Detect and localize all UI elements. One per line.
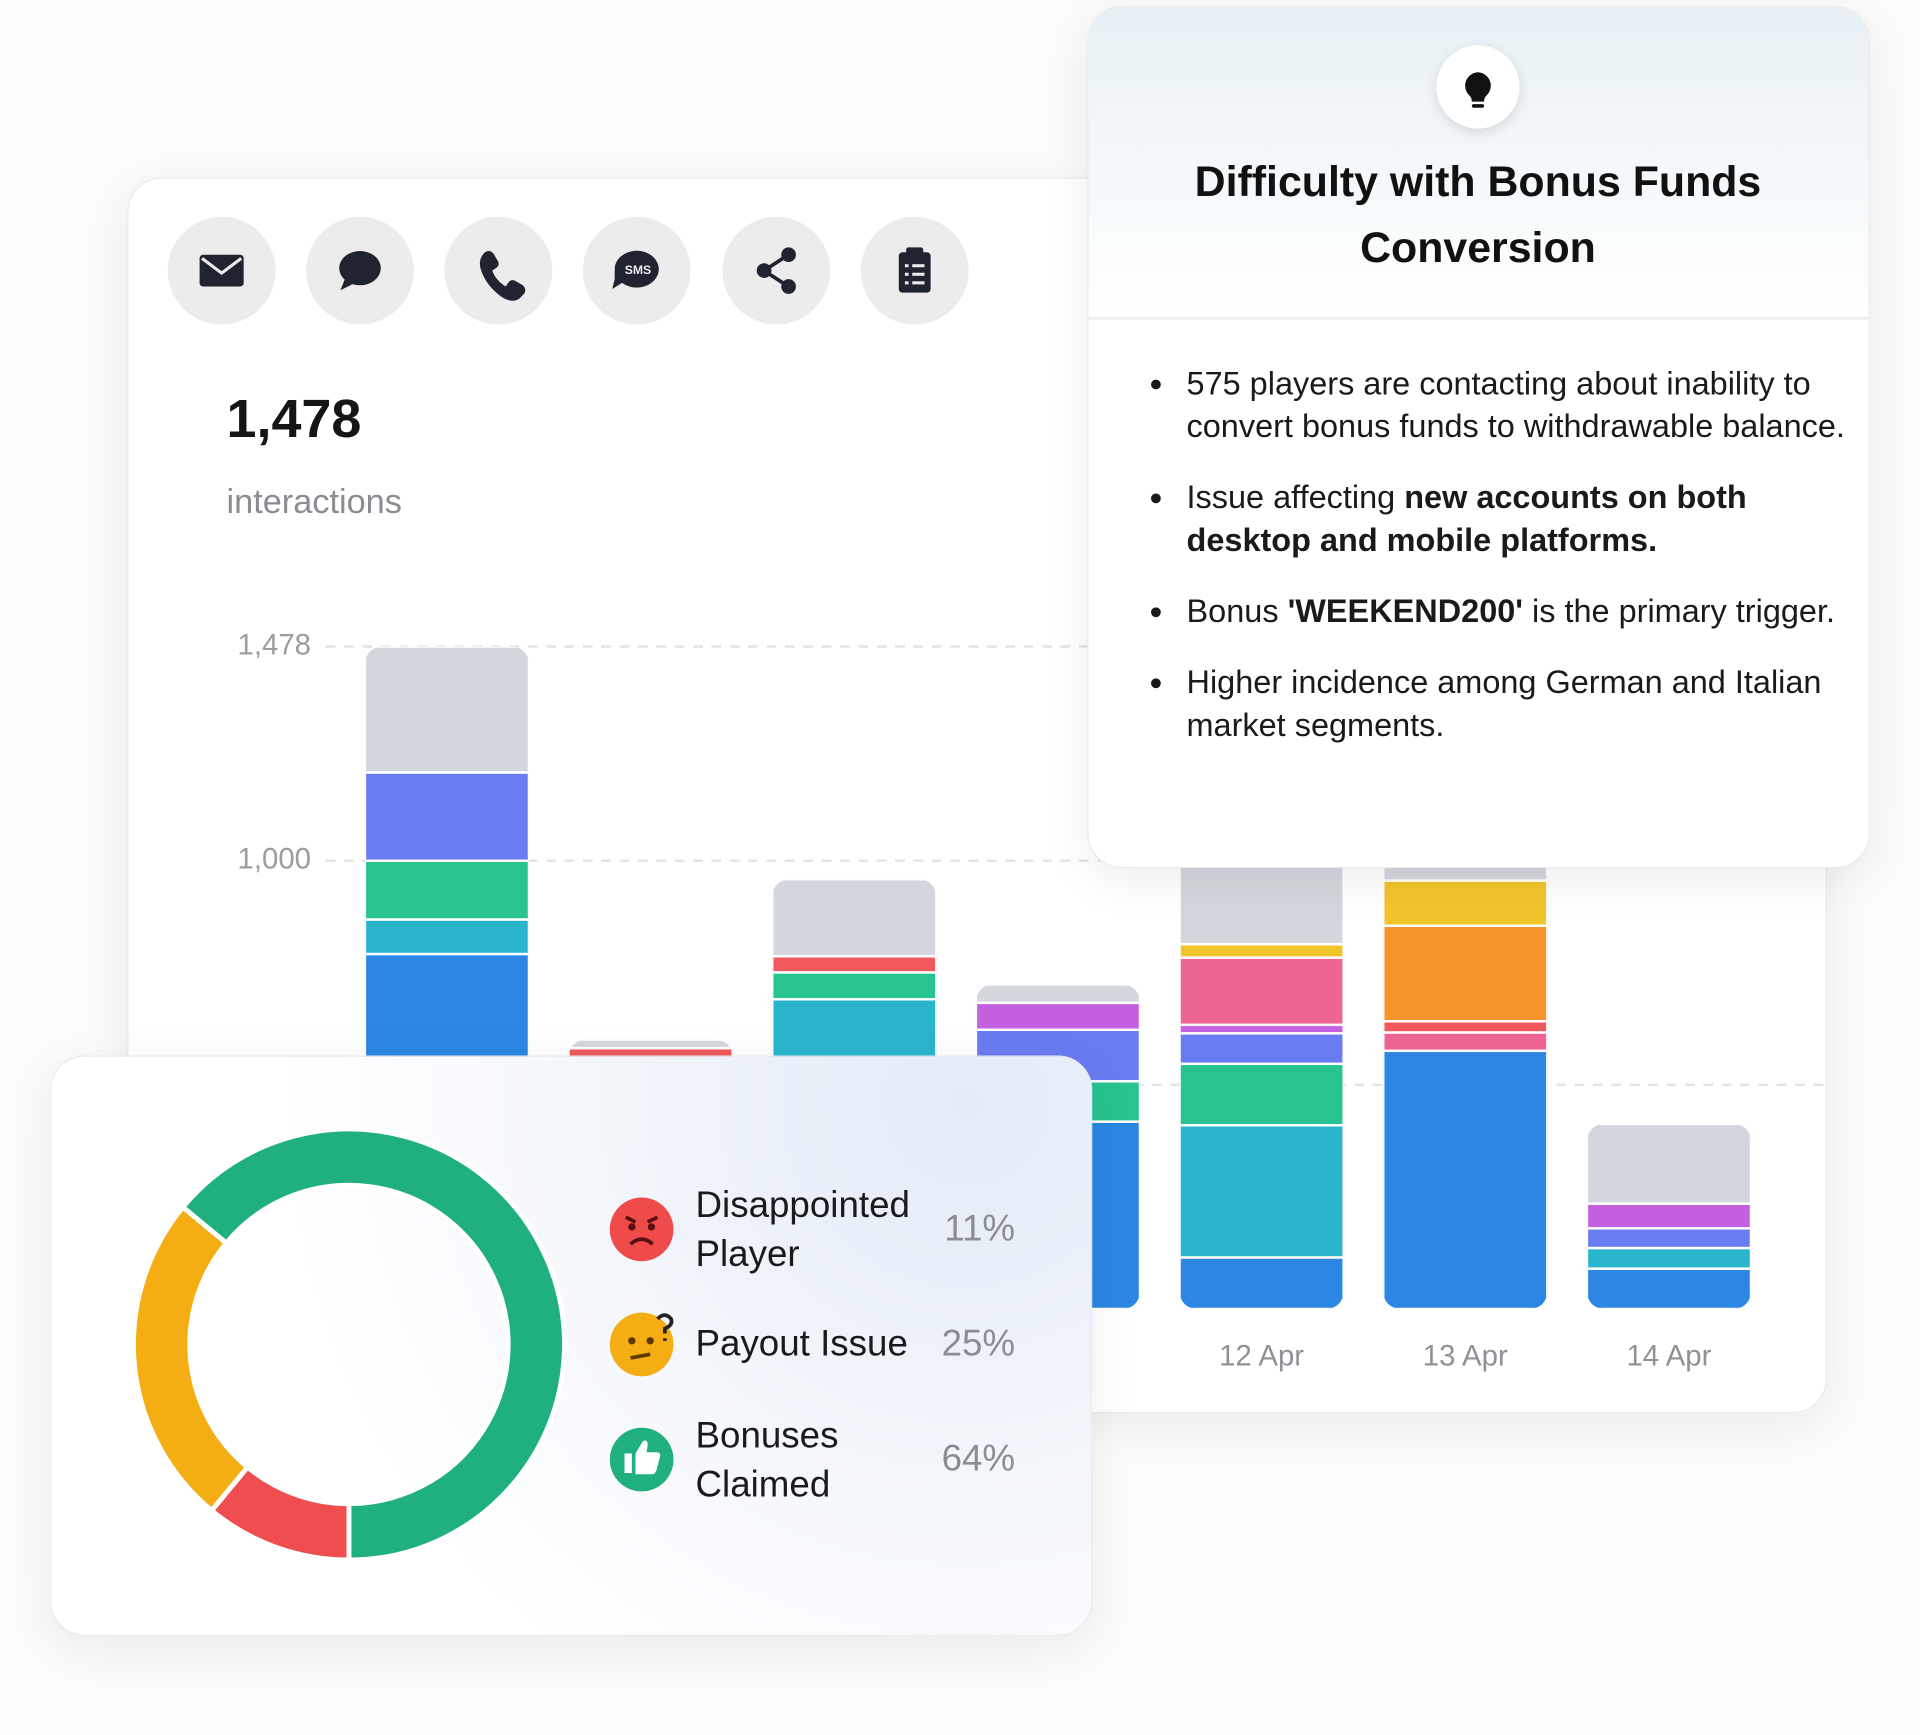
- x-tick-label: 14 Apr: [1626, 1340, 1711, 1373]
- insight-title: Difficulty with Bonus Funds Conversion: [1194, 157, 1762, 272]
- bar-segment: [1586, 1267, 1751, 1309]
- bar-segment: [1179, 956, 1344, 1027]
- insight-header: Difficulty with Bonus Funds Conversion: [1088, 7, 1869, 320]
- bulb-icon: [1436, 45, 1520, 129]
- y-tick-label: 1,000: [238, 843, 312, 876]
- bar-segment: [364, 859, 529, 921]
- angry-face-icon: [609, 1197, 674, 1262]
- insight-bullet: Higher incidence among German and Italia…: [1179, 661, 1865, 747]
- legend-value: 64%: [941, 1438, 1016, 1480]
- legend-label: Bonuses Claimed: [695, 1415, 839, 1505]
- bar-segment: [975, 984, 1140, 1005]
- bar-segment: [772, 955, 937, 974]
- bar-segment: [772, 971, 937, 1001]
- bar-segment: [1383, 879, 1548, 927]
- bullet-text: Issue affecting: [1186, 478, 1405, 516]
- bar-stack: [1383, 858, 1548, 1309]
- bar-segment: [1586, 1227, 1751, 1250]
- bar-segment: [1179, 1062, 1344, 1127]
- insight-bullet: 575 players are contacting about inabili…: [1179, 362, 1865, 448]
- insight-bullets: 575 players are contacting about inabili…: [1147, 362, 1865, 775]
- bar-segment: [1179, 1032, 1344, 1066]
- bullet-text: new accounts on both desktop and mobile …: [1186, 478, 1747, 559]
- sms-icon-text: SMS: [625, 263, 652, 277]
- phone-button[interactable]: [444, 216, 553, 325]
- share-button[interactable]: [722, 216, 831, 325]
- x-tick-label: 12 Apr: [1219, 1340, 1304, 1373]
- confused-face-icon: [609, 1312, 674, 1377]
- bar-segment: [1179, 1023, 1344, 1035]
- legend-label: Payout Issue: [695, 1323, 908, 1365]
- bar-segment: [975, 1001, 1140, 1031]
- metric-label: interactions: [226, 482, 402, 521]
- bar-segment: [1383, 1049, 1548, 1309]
- insight-card: Difficulty with Bonus Funds Conversion 5…: [1087, 6, 1870, 869]
- legend-label: Disappointed Player: [695, 1185, 910, 1275]
- insight-bullet: Issue affecting new accounts on both des…: [1179, 476, 1865, 562]
- legend-value: 11%: [944, 1208, 1016, 1249]
- bulb-glyph: [1465, 72, 1491, 108]
- bar-segment: [364, 646, 529, 774]
- bar-segment: [772, 879, 937, 958]
- bar-segment: [364, 771, 529, 862]
- donut-chart: [131, 1126, 674, 1563]
- bullet-text: Bonus: [1186, 592, 1288, 630]
- bar-segment: [568, 1039, 733, 1050]
- bar-segment: [1179, 1256, 1344, 1309]
- metric-value: 1,478: [226, 389, 362, 450]
- bullet-text: Higher incidence among German and Italia…: [1186, 663, 1822, 744]
- bullet-text: 'WEEKEND200': [1287, 592, 1524, 630]
- donut-slice: [131, 1203, 251, 1514]
- bar-stack: [1586, 1123, 1751, 1309]
- bar-segment: [1586, 1202, 1751, 1230]
- bar-segment: [1383, 1031, 1548, 1053]
- bar-segment: [1586, 1246, 1751, 1270]
- bar-segment: [364, 918, 529, 956]
- bullet-text: is the primary trigger.: [1523, 592, 1835, 630]
- bullet-text: 575 players are contacting about inabili…: [1186, 364, 1845, 445]
- y-tick-label: 1,478: [238, 628, 312, 661]
- bar-stack: [1179, 845, 1344, 1309]
- x-tick-label: 13 Apr: [1423, 1340, 1508, 1373]
- thumbs-up-icon: [609, 1427, 674, 1492]
- insight-bullet: Bonus 'WEEKEND200' is the primary trigge…: [1179, 590, 1865, 633]
- bar-segment: [1383, 924, 1548, 1023]
- bar-segment: [1179, 1123, 1344, 1259]
- bar-segment: [1179, 942, 1344, 959]
- bar-segment: [1586, 1123, 1751, 1205]
- legend-value: 25%: [941, 1323, 1016, 1365]
- sentiment-card: Disappointed Player 11% Payout Issue 25%…: [50, 1055, 1093, 1636]
- bar-segment: [1383, 1020, 1548, 1034]
- channel-icons: SMS: [199, 247, 931, 301]
- donut-slice: [179, 1126, 567, 1563]
